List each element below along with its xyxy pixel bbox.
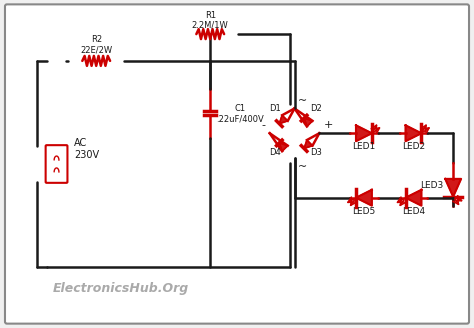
Polygon shape <box>356 125 372 141</box>
Text: D3: D3 <box>310 148 322 157</box>
Polygon shape <box>356 190 372 206</box>
Polygon shape <box>406 125 421 141</box>
Text: D2: D2 <box>310 104 322 113</box>
Text: +: + <box>324 120 334 130</box>
Text: LED4: LED4 <box>402 207 425 215</box>
Text: D1: D1 <box>269 104 281 113</box>
Text: ~: ~ <box>298 162 307 172</box>
Polygon shape <box>406 190 421 206</box>
Text: ElectronicsHub.Org: ElectronicsHub.Org <box>53 282 189 295</box>
Text: D4: D4 <box>269 148 281 157</box>
Text: LED3: LED3 <box>419 181 443 190</box>
Polygon shape <box>304 118 312 127</box>
Text: C1
.22uF/400V: C1 .22uF/400V <box>216 104 264 123</box>
Text: R1
2.2M/1W: R1 2.2M/1W <box>192 10 228 30</box>
Text: R2
22E/2W: R2 22E/2W <box>80 35 112 55</box>
Text: AC
230V: AC 230V <box>74 138 100 160</box>
Text: LED5: LED5 <box>352 207 375 215</box>
Polygon shape <box>304 140 312 149</box>
Polygon shape <box>279 143 288 151</box>
Text: ~: ~ <box>298 95 307 106</box>
Polygon shape <box>279 115 288 124</box>
FancyBboxPatch shape <box>5 4 469 324</box>
Polygon shape <box>445 179 461 197</box>
Text: LED1: LED1 <box>352 142 375 151</box>
Text: -: - <box>262 120 266 130</box>
FancyBboxPatch shape <box>46 145 67 183</box>
Text: LED2: LED2 <box>402 142 425 151</box>
